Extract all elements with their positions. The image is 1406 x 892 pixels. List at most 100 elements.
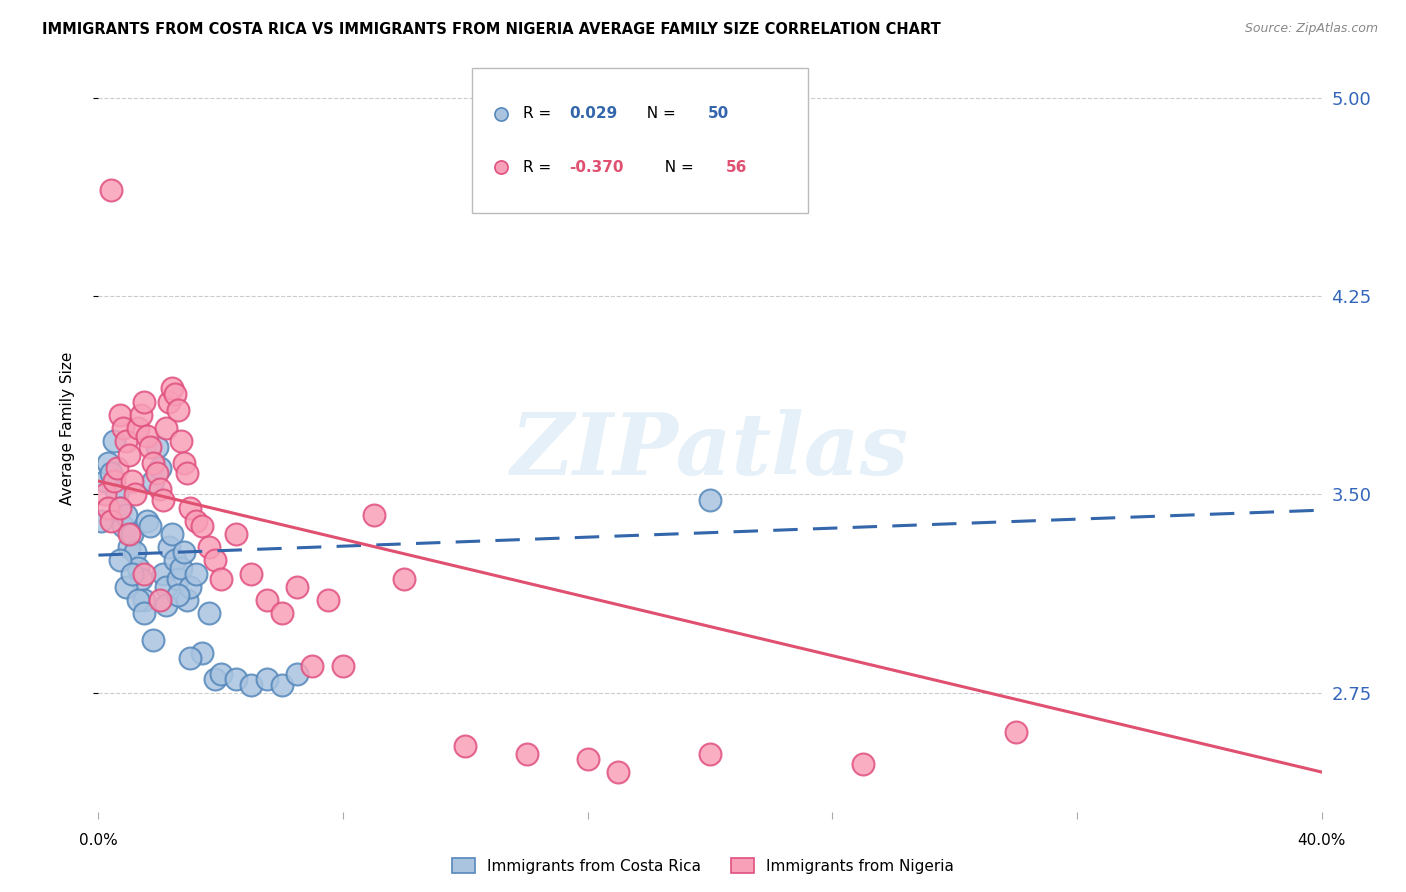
Text: N =: N = (637, 106, 681, 121)
Point (145, 440, 167, 454)
Point (179, 651, 201, 665)
Point (152, 566, 174, 581)
FancyBboxPatch shape (471, 68, 808, 213)
Text: Source: ZipAtlas.com: Source: ZipAtlas.com (1244, 22, 1378, 36)
Text: R =: R = (523, 160, 555, 175)
Point (240, 678, 263, 692)
Point (240, 566, 263, 581)
Point (121, 474, 143, 488)
Point (209, 667, 232, 681)
Point (170, 434, 193, 449)
Point (118, 448, 141, 462)
Point (129, 572, 152, 586)
Point (157, 540, 180, 554)
Point (134, 593, 156, 607)
Point (1004, 725, 1026, 739)
Y-axis label: Average Family Size: Average Family Size (60, 351, 75, 505)
Point (111, 421, 134, 435)
Point (454, 739, 477, 753)
Point (108, 500, 131, 515)
Point (134, 566, 156, 581)
Point (516, 747, 538, 761)
Point (111, 519, 134, 533)
Point (118, 527, 141, 541)
Point (176, 466, 198, 480)
Point (332, 659, 354, 673)
Point (149, 593, 172, 607)
Point (108, 553, 131, 567)
Point (392, 572, 416, 586)
Point (124, 545, 146, 559)
Point (121, 527, 143, 541)
Point (699, 492, 721, 507)
Point (149, 482, 172, 496)
Point (270, 607, 292, 621)
Point (197, 540, 219, 554)
Point (115, 580, 138, 594)
Point (90, 514, 112, 528)
Point (173, 456, 195, 470)
Point (160, 527, 183, 541)
Point (127, 593, 149, 607)
Point (191, 646, 214, 660)
Text: 0.0%: 0.0% (79, 833, 118, 848)
Point (100, 466, 122, 480)
Point (115, 434, 138, 449)
Text: N =: N = (655, 160, 699, 175)
Text: ZIPatlas: ZIPatlas (510, 409, 910, 493)
Point (170, 561, 193, 575)
Point (103, 474, 125, 488)
Point (270, 678, 292, 692)
Point (100, 514, 122, 528)
Point (97, 456, 120, 470)
Legend: Immigrants from Costa Rica, Immigrants from Nigeria: Immigrants from Costa Rica, Immigrants f… (446, 852, 960, 880)
Point (204, 553, 226, 567)
Point (363, 508, 385, 523)
Point (93, 487, 115, 501)
Text: 50: 50 (707, 106, 728, 121)
Point (108, 408, 131, 422)
Point (134, 394, 156, 409)
Point (155, 580, 177, 594)
Point (136, 514, 159, 528)
Point (97, 500, 120, 515)
Point (127, 421, 149, 435)
Point (316, 593, 339, 607)
Point (163, 386, 186, 401)
Point (139, 519, 162, 533)
Point (301, 659, 323, 673)
Point (576, 752, 599, 766)
Point (157, 394, 180, 409)
Point (155, 421, 177, 435)
Point (93, 474, 115, 488)
Point (256, 673, 278, 687)
Point (173, 545, 195, 559)
Point (142, 474, 165, 488)
Text: IMMIGRANTS FROM COSTA RICA VS IMMIGRANTS FROM NIGERIA AVERAGE FAMILY SIZE CORREL: IMMIGRANTS FROM COSTA RICA VS IMMIGRANTS… (42, 22, 941, 37)
Point (699, 747, 721, 761)
Point (142, 456, 165, 470)
Point (225, 673, 247, 687)
Text: 0.029: 0.029 (569, 106, 617, 121)
Point (197, 607, 219, 621)
Point (129, 408, 152, 422)
Point (142, 632, 165, 647)
Point (134, 607, 156, 621)
Point (179, 580, 201, 594)
Text: -0.370: -0.370 (569, 160, 624, 175)
Point (160, 382, 183, 396)
Text: R =: R = (523, 106, 555, 121)
Text: 56: 56 (725, 160, 748, 175)
Point (121, 566, 143, 581)
Point (285, 667, 308, 681)
Point (139, 440, 162, 454)
Point (204, 673, 226, 687)
Point (105, 487, 128, 501)
Point (167, 588, 190, 602)
Point (149, 460, 172, 475)
Point (108, 500, 131, 515)
Point (136, 429, 159, 443)
Point (118, 540, 141, 554)
Point (209, 572, 232, 586)
Point (155, 599, 177, 613)
